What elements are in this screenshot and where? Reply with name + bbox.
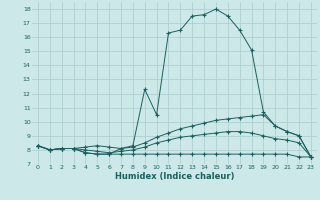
X-axis label: Humidex (Indice chaleur): Humidex (Indice chaleur) — [115, 172, 234, 181]
